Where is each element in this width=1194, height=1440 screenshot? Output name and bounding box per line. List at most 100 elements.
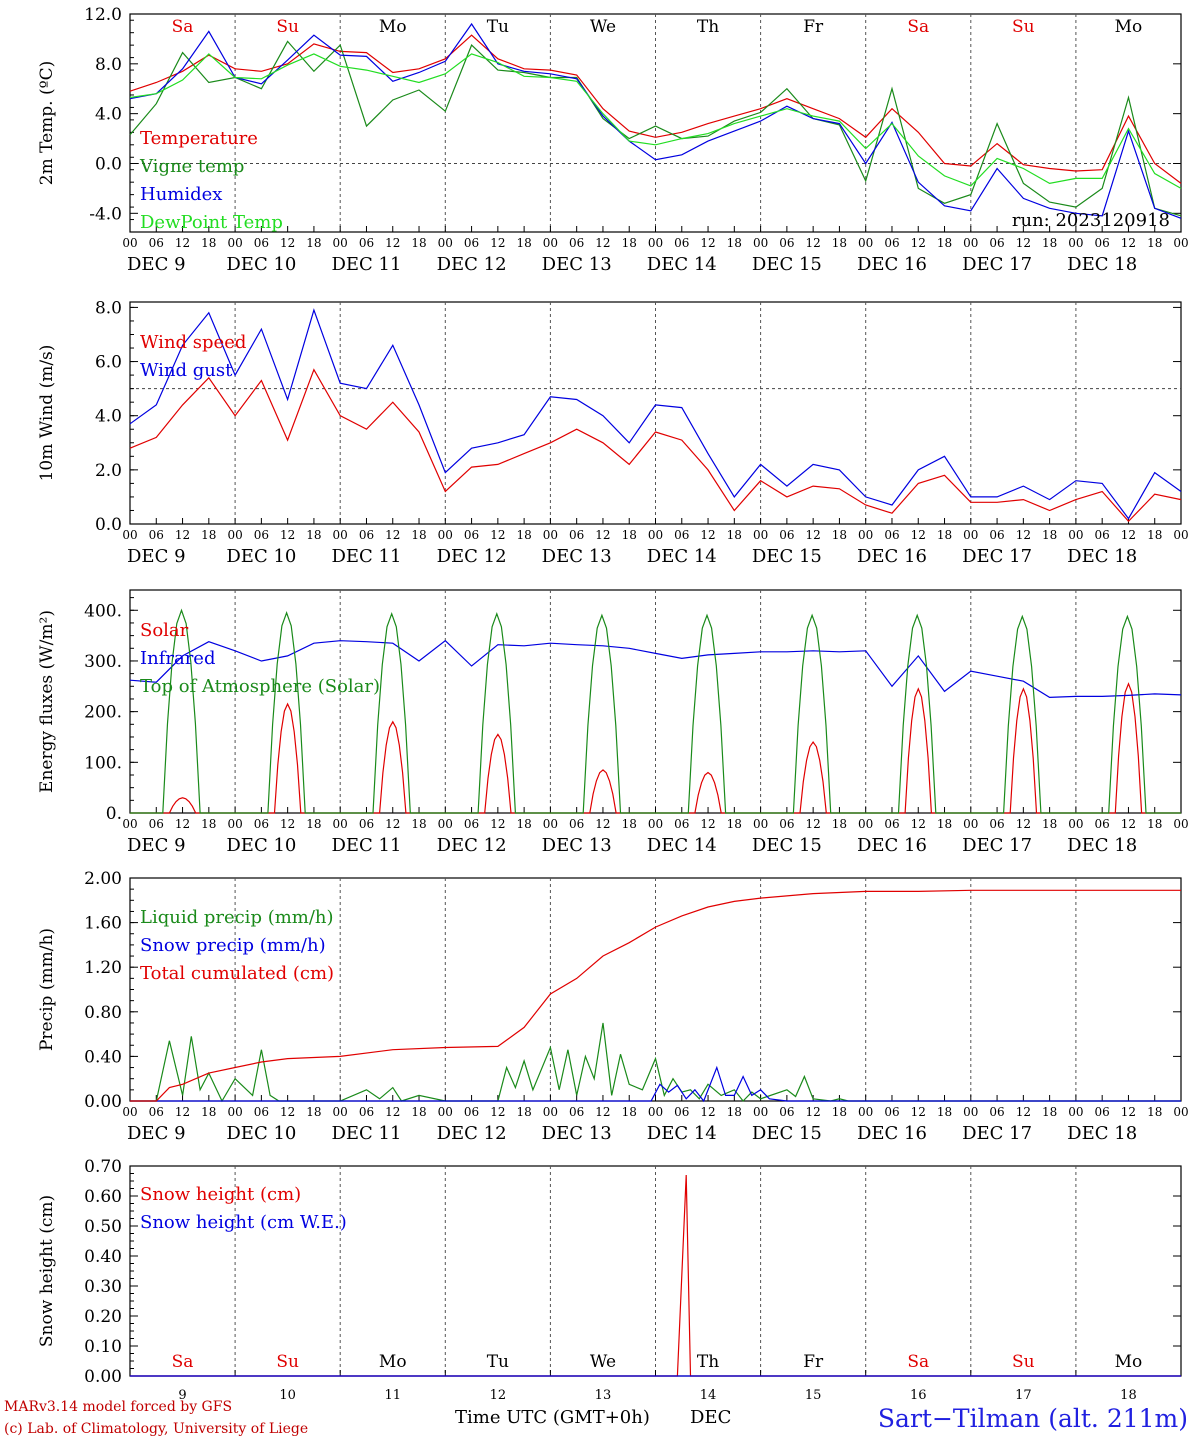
x-hour-label: 12 <box>1121 1105 1136 1119</box>
series-line-dewpoint-temp <box>129 53 1182 189</box>
legend-entry: Wind gust <box>140 360 233 381</box>
dow-label: Fr <box>803 1352 824 1372</box>
x-hour-label: 12 <box>490 528 505 542</box>
x-hour-label: 00 <box>1068 236 1083 250</box>
dow-label: Sa <box>907 17 929 37</box>
x-hour-label: 06 <box>254 236 269 250</box>
x-hour-label: 00 <box>122 817 137 831</box>
x-hour-label: 18 <box>937 1105 952 1119</box>
legend-entry: DewPoint Temp <box>140 212 283 233</box>
x-day-label: DEC 14 <box>647 835 717 856</box>
x-hour-label: 12 <box>1121 817 1136 831</box>
x-day-label: DEC 16 <box>857 1123 927 1144</box>
dow-label: Mo <box>1115 1352 1143 1372</box>
x-day-label: DEC 11 <box>331 835 401 856</box>
x-hour-label: 00 <box>1173 817 1188 831</box>
x-hour-label: 18 <box>1042 1105 1057 1119</box>
legend-entry: Liquid precip (mm/h) <box>140 907 334 928</box>
y-tick-label: 6.0 <box>95 353 122 373</box>
x-day-number: 9 <box>178 1388 186 1403</box>
x-hour-label: 12 <box>806 236 821 250</box>
x-hour-label: 18 <box>411 1105 426 1119</box>
x-hour-label: 06 <box>359 817 374 831</box>
x-hour-label: 06 <box>359 1105 374 1119</box>
x-hour-label: 12 <box>385 1105 400 1119</box>
x-hour-label: 06 <box>1095 236 1110 250</box>
legend-entry: Vigne temp <box>139 156 244 177</box>
series-line-snow-precip-mm-h- <box>130 1065 1181 1103</box>
y-tick-label: 0.80 <box>84 1003 122 1023</box>
x-hour-label: 18 <box>1042 236 1057 250</box>
x-hour-label: 00 <box>122 528 137 542</box>
x-day-number: 10 <box>279 1388 296 1403</box>
x-hour-label: 06 <box>464 817 479 831</box>
x-day-label: DEC 14 <box>647 254 717 275</box>
x-hour-label: 18 <box>306 528 321 542</box>
footer-month: DEC <box>690 1407 731 1428</box>
x-hour-label: 12 <box>385 236 400 250</box>
y-tick-label: 0.50 <box>84 1217 122 1237</box>
x-hour-label: 06 <box>779 1105 794 1119</box>
x-hour-label: 06 <box>674 528 689 542</box>
y-axis-label: Energy fluxes (W/m²) <box>37 610 57 793</box>
x-hour-label: 12 <box>700 1105 715 1119</box>
x-hour-label: 00 <box>753 236 768 250</box>
x-hour-label: 18 <box>201 236 216 250</box>
x-day-label: DEC 11 <box>331 254 401 275</box>
y-tick-label: 0. <box>106 804 122 824</box>
x-hour-label: 12 <box>175 817 190 831</box>
panel-5: 0.70 0.60 0.50 0.40 0.30 0.20 0.10 0.00 Snow hei… <box>37 1157 1182 1403</box>
x-hour-label: 00 <box>648 1105 663 1119</box>
x-day-label: DEC 13 <box>542 835 612 856</box>
x-hour-label: 12 <box>490 1105 505 1119</box>
x-hour-label: 00 <box>543 236 558 250</box>
x-hour-label: 00 <box>1173 528 1188 542</box>
x-hour-label: 06 <box>989 1105 1004 1119</box>
x-day-number: 12 <box>490 1388 507 1403</box>
legend-entry: Infrared <box>140 648 215 669</box>
panel-4: 2.00 1.60 1.20 0.80 0.40 0.00 Precip (mm/h) 00 0… <box>37 869 1189 1144</box>
y-tick-label: 0.60 <box>84 1187 122 1207</box>
x-hour-label: 00 <box>963 1105 978 1119</box>
x-hour-label: 12 <box>806 528 821 542</box>
x-hour-label: 00 <box>1173 1105 1188 1119</box>
x-hour-label: 18 <box>727 236 742 250</box>
x-hour-label: 00 <box>1068 1105 1083 1119</box>
y-tick-label: 0.40 <box>84 1047 122 1067</box>
x-hour-label: 00 <box>333 817 348 831</box>
legend-entry: Wind speed <box>140 332 246 353</box>
x-hour-label: 06 <box>989 528 1004 542</box>
x-hour-label: 00 <box>858 528 873 542</box>
y-tick-label: 0.00 <box>84 1367 122 1387</box>
x-hour-label: 12 <box>1016 236 1031 250</box>
x-hour-label: 00 <box>963 528 978 542</box>
x-day-label: DEC 15 <box>752 254 822 275</box>
x-hour-label: 12 <box>911 528 926 542</box>
series-line-humidex <box>129 22 1182 219</box>
x-day-label: DEC 18 <box>1067 254 1137 275</box>
y-tick-label: 200. <box>84 703 122 723</box>
legend-entry: Temperature <box>140 128 258 149</box>
x-hour-label: 12 <box>595 817 610 831</box>
x-hour-label: 00 <box>543 528 558 542</box>
x-hour-label: 12 <box>911 236 926 250</box>
y-tick-label: 2.00 <box>84 869 122 889</box>
x-hour-label: 18 <box>1042 817 1057 831</box>
x-hour-label: 18 <box>306 817 321 831</box>
panel-1: 12.0 8.0 4.0 0.0 -4.0 2m Temp. (ºC) 00 06 12 18 00… <box>37 5 1189 275</box>
dow-label: Tu <box>487 17 509 37</box>
x-hour-label: 06 <box>464 528 479 542</box>
x-hour-label: 18 <box>1147 1105 1162 1119</box>
x-hour-label: 06 <box>1095 1105 1110 1119</box>
x-hour-label: 00 <box>333 1105 348 1119</box>
x-hour-label: 18 <box>1042 528 1057 542</box>
series-line-infrared <box>129 639 1182 699</box>
y-tick-label: 0.70 <box>84 1157 122 1177</box>
x-hour-label: 06 <box>464 1105 479 1119</box>
x-hour-label: 00 <box>648 236 663 250</box>
legend-entry: Snow precip (mm/h) <box>140 935 326 956</box>
x-day-label: DEC 15 <box>752 1123 822 1144</box>
x-day-label: DEC 16 <box>857 546 927 567</box>
x-day-label: DEC 15 <box>752 546 822 567</box>
y-tick-label: 0.40 <box>84 1247 122 1267</box>
